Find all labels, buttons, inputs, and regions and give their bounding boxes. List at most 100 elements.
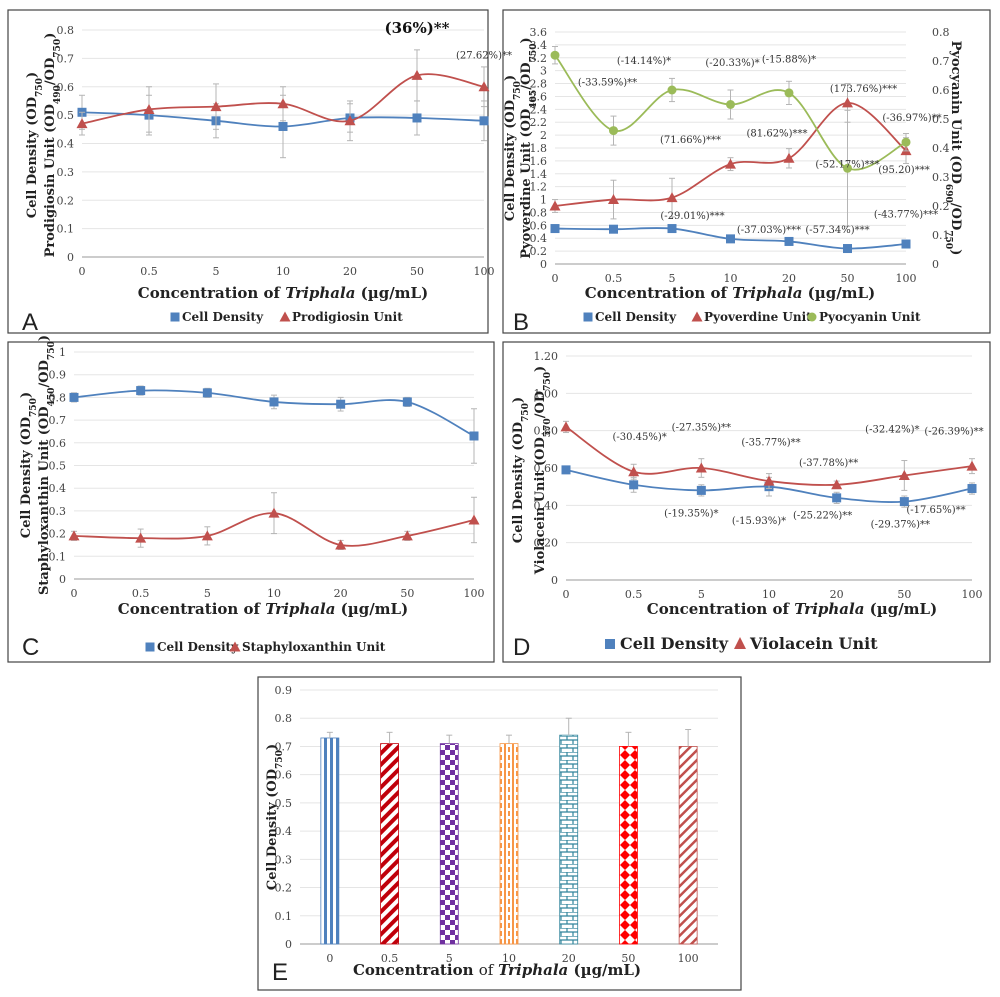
data-point bbox=[402, 397, 412, 407]
annotation: (-17.65%)** bbox=[906, 505, 965, 516]
y-tick-label: 0.60 bbox=[534, 462, 559, 475]
y2-tick-label: 0.3 bbox=[932, 171, 950, 184]
annotation: (-36.97%)** bbox=[882, 113, 941, 124]
x-tick-label: 100 bbox=[678, 952, 699, 965]
y2-tick-label: 0.8 bbox=[932, 26, 950, 39]
legend-label: Violacein Unit bbox=[749, 634, 878, 653]
data-point bbox=[696, 485, 706, 495]
panel-e: 0 0.1 0.2 0.3 0.4 0.5 0.6 0.7 0.8 0.9 0 0.5 5 10 20 50 1… bbox=[257, 676, 742, 991]
legend-marker bbox=[583, 312, 593, 322]
data-point bbox=[763, 475, 775, 486]
y2-tick-label: 0.5 bbox=[932, 113, 950, 126]
y-tick-label: 1.4 bbox=[530, 168, 548, 181]
data-point bbox=[832, 493, 842, 503]
y2-tick-label: 0.4 bbox=[932, 142, 950, 155]
annotation: (-35.77%)** bbox=[741, 438, 800, 449]
y-tick-label: 0.4 bbox=[57, 138, 75, 151]
y-axis-label: Violacein Unit (OD570/OD750) bbox=[533, 366, 553, 575]
y-tick-label: 0.9 bbox=[275, 684, 293, 697]
y-tick-label: 0.7 bbox=[57, 52, 75, 65]
data-point bbox=[269, 397, 279, 407]
data-point bbox=[726, 234, 735, 244]
annotation: (27.62%)** bbox=[456, 50, 512, 61]
x-tick-label: 20 bbox=[830, 588, 844, 601]
y-tick-label: 3.4 bbox=[530, 39, 548, 52]
x-tick-label: 100 bbox=[962, 588, 983, 601]
y-tick-label: 1 bbox=[540, 194, 547, 207]
data-point bbox=[550, 50, 560, 60]
x-tick-label: 50 bbox=[621, 952, 635, 965]
y-tick-label: 0.1 bbox=[49, 550, 67, 563]
annotation: (-29.37%)** bbox=[871, 520, 930, 531]
data-point bbox=[784, 88, 794, 98]
y-tick-label: 0.4 bbox=[49, 482, 67, 495]
legend-label: Staphyloxanthin Unit bbox=[242, 640, 386, 654]
legend-entry: Cell Density bbox=[170, 310, 264, 324]
data-point bbox=[725, 158, 736, 169]
legend-label: Cell Density bbox=[157, 640, 239, 654]
panel-letter: B bbox=[513, 309, 529, 336]
annotation: (71.66%)*** bbox=[660, 135, 721, 146]
y2-tick-label: 0.6 bbox=[932, 84, 950, 97]
y-tick-label: 0.5 bbox=[49, 460, 67, 473]
data-point bbox=[335, 539, 347, 550]
data-point bbox=[608, 194, 619, 205]
y-axis-label: Cell Density (OD750) bbox=[503, 75, 523, 221]
y-tick-label: 0.8 bbox=[275, 712, 293, 725]
y-tick-label: 0 bbox=[59, 573, 66, 586]
x-tick-label: 5 bbox=[446, 952, 453, 965]
bar bbox=[559, 734, 579, 945]
y-tick-label: 1.8 bbox=[530, 142, 548, 155]
y-tick-label: 0 bbox=[285, 938, 292, 951]
x-tick-label: 20 bbox=[343, 265, 357, 278]
annotation: (-32.42%)* bbox=[865, 425, 919, 436]
data-point bbox=[550, 224, 560, 234]
legend-entry: Staphyloxanthin Unit bbox=[229, 640, 386, 654]
x-tick-label: 0.5 bbox=[140, 265, 158, 278]
series-pyocyanin-unit bbox=[550, 46, 911, 227]
data-point bbox=[561, 465, 571, 475]
y-axis-label: Cell Density (OD750) bbox=[511, 397, 531, 543]
annotation: (-19.35%)* bbox=[664, 509, 718, 520]
x-tick-label: 10 bbox=[267, 587, 281, 600]
y-tick-label: 0.3 bbox=[49, 505, 67, 518]
x-tick-label: 5 bbox=[669, 272, 676, 285]
data-point bbox=[560, 421, 572, 432]
x-axis-label: Concentration of Triphala (µg/mL) bbox=[353, 961, 641, 979]
annotation: (-14.14%)* bbox=[617, 56, 671, 67]
series-staphyloxanthin-unit bbox=[68, 492, 480, 550]
legend-marker bbox=[734, 637, 746, 649]
legend-label: Prodigiosin Unit bbox=[292, 310, 403, 324]
data-point bbox=[468, 514, 480, 525]
annotation: (81.62%)*** bbox=[747, 128, 808, 139]
data-point bbox=[76, 118, 88, 129]
annotation: (-52.17%)*** bbox=[815, 159, 879, 170]
bar bbox=[619, 746, 638, 945]
data-point bbox=[831, 479, 843, 490]
x-axis-label: Concentration of Triphala (µg/mL) bbox=[647, 600, 937, 618]
data-point bbox=[344, 115, 356, 126]
data-point bbox=[278, 121, 288, 131]
y-tick-label: 1.20 bbox=[534, 350, 559, 363]
data-point bbox=[478, 81, 490, 92]
bar bbox=[499, 743, 519, 945]
y-tick-label: 0.5 bbox=[57, 109, 75, 122]
x-tick-label: 20 bbox=[782, 272, 796, 285]
legend-entry: Violacein Unit bbox=[734, 634, 878, 653]
y-tick-label: 3.6 bbox=[530, 26, 548, 39]
data-point bbox=[268, 507, 280, 518]
data-point bbox=[629, 480, 639, 490]
y-tick-label: 2.2 bbox=[530, 116, 548, 129]
data-point bbox=[899, 497, 909, 507]
y-axis-label: Staphyloxanthin Unit (OD450/OD750) bbox=[37, 335, 57, 595]
y-tick-label: 0.7 bbox=[275, 740, 293, 753]
legend-entry: Prodigiosin Unit bbox=[279, 310, 403, 324]
data-point bbox=[901, 137, 911, 147]
data-point bbox=[479, 116, 489, 126]
data-point bbox=[469, 431, 479, 441]
legend-marker bbox=[229, 641, 241, 652]
panel-a: 0 0.1 0.2 0.3 0.4 0.5 0.6 0.7 0.8 0 0.5 5 10 20 50 100 (… bbox=[7, 9, 512, 336]
x-tick-label: 10 bbox=[762, 588, 776, 601]
y2-tick-label: 0 bbox=[932, 258, 939, 271]
